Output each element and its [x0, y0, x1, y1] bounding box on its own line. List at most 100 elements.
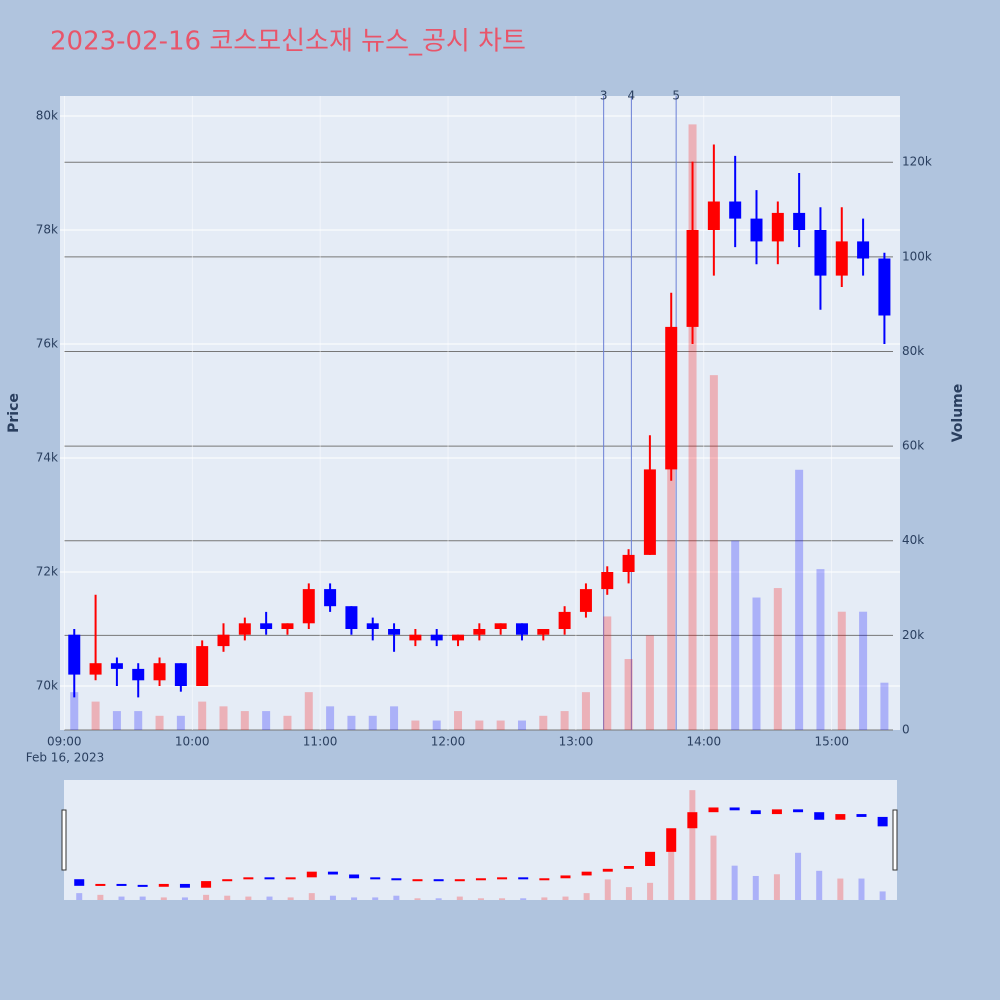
mini-volume-bar	[541, 897, 548, 900]
mini-volume-bar	[118, 896, 125, 900]
mini-volume-bar	[689, 790, 696, 900]
y-tick-label: 78k	[36, 223, 58, 237]
mini-volume-bar	[795, 852, 802, 900]
volume-bar	[667, 375, 676, 730]
range-handle	[61, 809, 67, 871]
volume-bar	[795, 469, 804, 730]
mini-volume-bar	[520, 898, 527, 900]
mini-volume-bar	[837, 878, 844, 900]
volume-bar	[304, 692, 313, 730]
mini-candle	[602, 868, 613, 872]
volume-bar	[283, 715, 292, 730]
mini-volume-bar	[76, 893, 83, 900]
mini-volume-bar	[372, 897, 379, 900]
y2-tick-label: 80k	[902, 344, 924, 358]
mini-candle	[454, 879, 465, 882]
mini-candle	[95, 883, 106, 886]
mini-candle	[158, 883, 169, 887]
mini-volume-bar	[308, 893, 315, 900]
candle-body	[345, 606, 358, 629]
y-tick-label: 80k	[36, 109, 58, 123]
mini-candle	[623, 866, 634, 869]
candle-body	[515, 623, 528, 635]
candle-body	[707, 201, 720, 231]
y-tick-label: 74k	[36, 451, 58, 465]
y-tick-label: 76k	[36, 337, 58, 351]
candle-body	[686, 230, 699, 327]
x-date-label: Feb 16, 2023	[26, 751, 105, 765]
mini-volume-bar	[224, 895, 231, 900]
mini-volume-bar	[456, 896, 463, 900]
mini-volume-bar	[816, 870, 823, 900]
mini-candle	[645, 851, 656, 867]
volume-bar	[709, 375, 718, 730]
mini-candle	[412, 879, 423, 882]
mini-candle	[74, 879, 85, 886]
mini-volume-bar	[773, 874, 780, 900]
mini-candle	[137, 884, 148, 887]
volume-bar	[368, 715, 377, 730]
mini-candle	[729, 807, 740, 811]
candle-body	[430, 634, 443, 641]
candle-body	[665, 326, 678, 470]
candle-body	[366, 623, 379, 629]
mini-candle	[814, 812, 825, 820]
candle-body	[835, 241, 848, 276]
volume-bar	[837, 611, 846, 730]
candle-body	[452, 634, 465, 641]
annotation-label: 5	[672, 89, 680, 103]
annotation-label: 4	[628, 89, 636, 103]
mini-volume-bar	[604, 879, 611, 900]
range-handle	[892, 809, 898, 871]
y2-tick-label: 120k	[902, 155, 932, 169]
range-slider[interactable]	[64, 780, 897, 900]
volume-bar	[219, 706, 228, 730]
mini-candle	[391, 878, 402, 881]
candle-body	[729, 201, 742, 219]
candle-body	[579, 589, 592, 612]
mini-candle	[349, 874, 360, 879]
volume-bar	[880, 682, 889, 730]
mini-candle	[835, 814, 846, 820]
volume-bar	[560, 711, 569, 730]
y2-tick-label: 0	[902, 723, 910, 737]
mini-volume-bar	[435, 898, 442, 900]
volume-bar	[624, 659, 633, 730]
volume-bar	[496, 720, 505, 730]
candle-body	[68, 634, 81, 675]
volume-bar	[347, 715, 356, 730]
mini-volume-bar	[710, 835, 717, 900]
candle-body	[750, 218, 763, 242]
y-tick-label: 72k	[36, 564, 58, 578]
mini-volume-bar	[266, 896, 273, 900]
mini-candle	[179, 883, 190, 888]
volume-bar	[326, 706, 335, 730]
candle-body	[217, 634, 230, 647]
mini-volume-bar	[97, 894, 104, 900]
mini-volume-bar	[499, 898, 506, 900]
candle-body	[537, 628, 550, 635]
volume-bar	[134, 711, 143, 730]
candle-body	[153, 663, 166, 681]
volume-bar	[475, 720, 484, 730]
mini-volume-bar	[245, 896, 252, 900]
candle-body	[494, 623, 507, 629]
candle-body	[473, 628, 486, 635]
mini-candle	[116, 883, 127, 886]
candle-body	[281, 623, 294, 629]
volume-bar	[752, 597, 761, 730]
mini-candle	[497, 877, 508, 880]
volume-bar	[176, 715, 185, 730]
candle-body	[110, 663, 123, 669]
candle-body	[174, 663, 187, 686]
mini-volume-bar	[414, 898, 421, 900]
volume-bar	[411, 720, 420, 730]
volume-bar	[240, 711, 249, 730]
candle-body	[601, 571, 614, 590]
y2-tick-label: 40k	[902, 533, 924, 547]
mini-volume-bar	[668, 835, 675, 900]
candle-body	[260, 623, 273, 629]
mini-volume-bar	[647, 882, 654, 900]
mini-candle	[327, 871, 338, 875]
volume-bar	[859, 611, 868, 730]
